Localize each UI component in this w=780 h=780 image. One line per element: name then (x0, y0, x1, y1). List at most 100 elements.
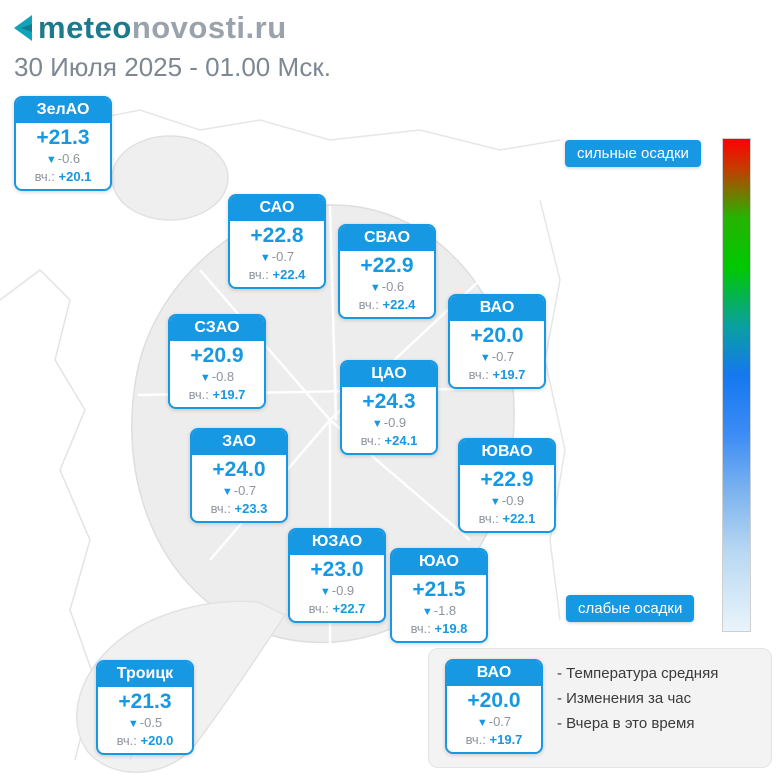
district-yesterday: +22.4 (272, 267, 306, 282)
district-yesterday: +23.3 (234, 501, 268, 516)
district-yesterday: +22.7 (332, 601, 366, 616)
district-change-row: ▼-0.9 (342, 414, 436, 433)
down-triangle-icon: ▼ (259, 252, 271, 264)
district-yesterday-row: вч.: +19.7 (170, 387, 264, 407)
district-card-yuvao: ЮВАО +22.9 ▼-0.9 вч.: +22.1 (458, 438, 556, 533)
district-yesterday-row: вч.: +19.8 (392, 621, 486, 641)
legend-line-change: - Изменения за час (557, 690, 692, 707)
district-change-row: ▼-0.8 (170, 368, 264, 387)
district-card-zao: ЗАО +24.0 ▼-0.7 вч.: +23.3 (190, 428, 288, 523)
district-yesterday-row: вч.: +20.0 (98, 733, 192, 753)
district-card-yuzao: ЮЗАО +23.0 ▼-0.9 вч.: +22.7 (288, 528, 386, 623)
yesterday-label: вч.: (358, 297, 379, 312)
down-triangle-icon: ▼ (489, 496, 501, 508)
district-yesterday-row: вч.: +22.7 (290, 601, 384, 621)
district-card-yuao: ЮАО +21.5 ▼-1.8 вч.: +19.8 (390, 548, 488, 643)
district-change: -0.9 (331, 583, 355, 598)
district-name: СЗАО (170, 316, 264, 341)
district-change-row: ▼-0.6 (340, 278, 434, 297)
district-card-szao: СЗАО +20.9 ▼-0.8 вч.: +19.7 (168, 314, 266, 409)
district-temp: +21.3 (118, 690, 172, 713)
yesterday-label: вч.: (465, 732, 486, 747)
district-change: -0.8 (211, 369, 235, 384)
district-yesterday-row: вч.: +19.7 (450, 367, 544, 387)
district-name: САО (230, 196, 324, 221)
district-change: -0.7 (488, 714, 512, 729)
down-triangle-icon: ▼ (476, 717, 488, 729)
district-yesterday-row: вч.: +23.3 (192, 501, 286, 521)
district-yesterday-row: вч.: +19.7 (447, 732, 541, 752)
district-temp: +24.0 (212, 458, 266, 481)
district-temp: +20.0 (470, 324, 524, 347)
district-yesterday-row: вч.: +22.4 (230, 267, 324, 287)
yesterday-label: вч.: (360, 433, 381, 448)
yesterday-label: вч.: (188, 387, 209, 402)
district-name: ЮВАО (460, 440, 554, 465)
district-yesterday: +19.7 (492, 367, 526, 382)
yesterday-label: вч.: (410, 621, 431, 636)
yesterday-label: вч.: (308, 601, 329, 616)
legend-sample-card: ВАО +20.0 ▼-0.7 вч.: +19.7 (445, 659, 543, 754)
logo-text: meteonovosti.ru (38, 10, 287, 46)
date-time-label: 30 Июля 2025 - 01.00 Мск. (14, 52, 332, 82)
district-name: ВАО (450, 296, 544, 321)
district-change: -0.7 (233, 483, 257, 498)
district-temp: +21.5 (412, 578, 466, 601)
district-yesterday: +24.1 (384, 433, 418, 448)
legend-line-temp: - Температура средняя (557, 665, 719, 682)
district-temp: +22.9 (360, 254, 414, 277)
district-card-svao: СВАО +22.9 ▼-0.6 вч.: +22.4 (338, 224, 436, 319)
district-temp: +20.0 (467, 689, 521, 712)
down-triangle-icon: ▼ (421, 606, 433, 618)
district-yesterday: +22.4 (382, 297, 416, 312)
district-temp: +20.9 (190, 344, 244, 367)
logo-text-meteo: meteo (38, 10, 132, 45)
district-yesterday: +20.0 (140, 733, 174, 748)
district-temp: +23.0 (310, 558, 364, 581)
district-name: Троицк (98, 662, 192, 687)
down-triangle-icon: ▼ (45, 154, 57, 166)
yesterday-label: вч.: (468, 367, 489, 382)
district-change-row: ▼-0.7 (230, 248, 324, 267)
scale-label-strong: сильные осадки (565, 140, 701, 167)
down-triangle-icon: ▼ (369, 282, 381, 294)
down-triangle-icon: ▼ (319, 586, 331, 598)
district-yesterday: +22.1 (502, 511, 536, 526)
logo-icon (14, 15, 32, 41)
district-yesterday-row: вч.: +22.4 (340, 297, 434, 317)
district-change: -0.9 (501, 493, 525, 508)
district-name: ЦАО (342, 362, 436, 387)
district-yesterday: +19.7 (489, 732, 523, 747)
district-name: СВАО (340, 226, 434, 251)
district-change: -0.5 (139, 715, 163, 730)
district-change-row: ▼-0.7 (447, 713, 541, 732)
yesterday-label: вч.: (478, 511, 499, 526)
district-card-troitsk: Троицк +21.3 ▼-0.5 вч.: +20.0 (96, 660, 194, 755)
district-change: -0.7 (491, 349, 515, 364)
district-temp: +21.3 (36, 126, 90, 149)
district-temp: +22.8 (250, 224, 304, 247)
down-triangle-icon: ▼ (127, 718, 139, 730)
district-yesterday: +19.7 (212, 387, 246, 402)
district-name: ЮАО (392, 550, 486, 575)
district-change: -0.6 (57, 151, 81, 166)
district-yesterday-row: вч.: +24.1 (342, 433, 436, 453)
district-change-row: ▼-0.7 (192, 482, 286, 501)
district-yesterday: +19.8 (434, 621, 468, 636)
yesterday-label: вч.: (248, 267, 269, 282)
district-card-vao: ВАО +20.0 ▼-0.7 вч.: +19.7 (448, 294, 546, 389)
district-change: -0.6 (381, 279, 405, 294)
yesterday-label: вч.: (210, 501, 231, 516)
legend-line-yesterday: - Вчера в это время (557, 715, 695, 732)
legend-explanations: - Температура средняя - Изменения за час… (557, 665, 718, 732)
district-change-row: ▼-1.8 (392, 602, 486, 621)
district-name: ЗелАО (16, 98, 110, 123)
district-change: -0.9 (383, 415, 407, 430)
district-name: ВАО (447, 661, 541, 686)
scale-label-weak: слабые осадки (566, 595, 695, 622)
down-triangle-icon: ▼ (479, 352, 491, 364)
district-change-row: ▼-0.7 (450, 348, 544, 367)
site-logo[interactable]: meteonovosti.ru (12, 10, 287, 46)
district-change-row: ▼-0.5 (98, 714, 192, 733)
